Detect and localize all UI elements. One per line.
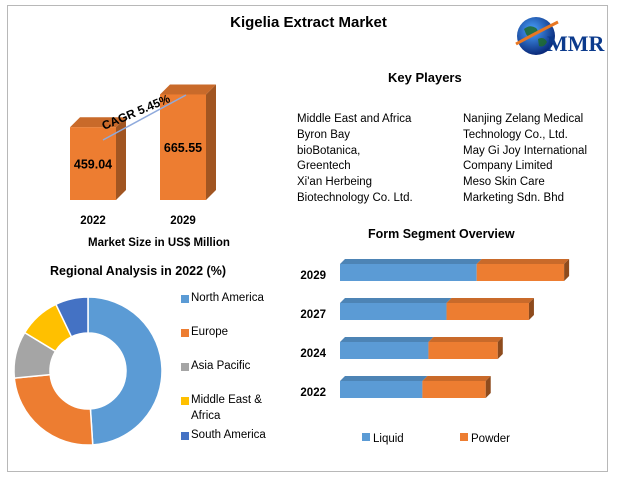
globe-icon: [515, 17, 559, 55]
key-players-title: Key Players: [388, 70, 462, 85]
legend-label: North America: [191, 292, 264, 304]
logo-text: MMR: [547, 31, 605, 56]
key-player-line: Xi'an Herbeing: [297, 176, 373, 189]
mmr-logo: MMR: [514, 14, 604, 58]
key-player-line: May Gi Joy International: [463, 144, 588, 157]
legend-label: Europe: [191, 326, 229, 338]
key-player-line: Byron Bay: [297, 128, 351, 141]
legend-label: South America: [191, 429, 266, 441]
legend-label: Middle East &: [191, 394, 262, 406]
key-player-line: Technology Co., Ltd.: [463, 128, 568, 141]
market-size-caption: Market Size in US$ Million: [88, 237, 230, 249]
page-title: Kigelia Extract Market: [230, 14, 387, 31]
legend-swatch: [181, 432, 189, 440]
chart-frame: [7, 5, 608, 472]
legend-swatch: [181, 397, 189, 405]
legend-label: Asia Pacific: [191, 360, 251, 372]
key-player-line: Company Limited: [463, 160, 553, 173]
form-segment-title: Form Segment Overview: [368, 227, 515, 241]
legend-swatch: [181, 295, 189, 303]
key-players-column-1: Middle East and Africa Byron Bay bioBota…: [297, 112, 413, 207]
key-player-line: bioBotanica,: [297, 144, 361, 157]
key-player-line: Biotechnology Co. Ltd.: [297, 191, 413, 204]
legend-label: Africa: [191, 410, 221, 422]
key-player-line: Nanjing Zelang Medical: [463, 113, 584, 125]
key-player-line: Meso Skin Care: [463, 176, 545, 189]
key-player-line: Marketing Sdn. Bhd: [463, 191, 565, 204]
regional-title: Regional Analysis in 2022 (%): [50, 264, 226, 278]
legend-swatch: [181, 329, 189, 337]
key-player-line: Middle East and Africa: [297, 113, 412, 125]
key-players-column-2: Nanjing Zelang Medical Technology Co., L…: [463, 112, 587, 207]
legend-swatch: [181, 363, 189, 371]
key-player-line: Greentech: [297, 160, 351, 173]
